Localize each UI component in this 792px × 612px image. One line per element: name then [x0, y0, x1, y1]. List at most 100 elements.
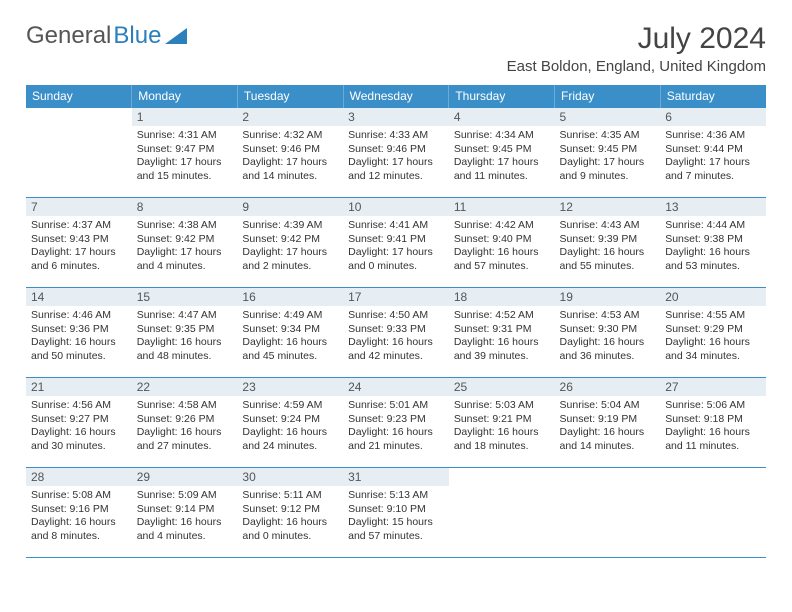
- calendar-day-cell: 13Sunrise: 4:44 AMSunset: 9:38 PMDayligh…: [660, 198, 766, 288]
- day-sunset: Sunset: 9:21 PM: [454, 413, 550, 427]
- day-details: Sunrise: 5:11 AMSunset: 9:12 PMDaylight:…: [242, 489, 338, 544]
- calendar-day-cell: 18Sunrise: 4:52 AMSunset: 9:31 PMDayligh…: [449, 288, 555, 378]
- day-number: 9: [237, 198, 343, 216]
- day-daylight: Daylight: 17 hours and 4 minutes.: [137, 246, 233, 273]
- day-sunset: Sunset: 9:42 PM: [137, 233, 233, 247]
- calendar-day-cell: [660, 468, 766, 558]
- day-details: Sunrise: 4:41 AMSunset: 9:41 PMDaylight:…: [348, 219, 444, 274]
- calendar-day-cell: 6Sunrise: 4:36 AMSunset: 9:44 PMDaylight…: [660, 108, 766, 198]
- day-daylight: Daylight: 16 hours and 50 minutes.: [31, 336, 127, 363]
- calendar-day-cell: 29 Sunrise: 5:09 AMSunset: 9:14 PMDayligh…: [132, 468, 238, 558]
- calendar-week-row: 7Sunrise: 4:37 AMSunset: 9:43 PMDaylight…: [26, 198, 766, 288]
- day-sunrise: Sunrise: 4:41 AM: [348, 219, 444, 233]
- day-number: 29: [132, 468, 238, 486]
- day-sunset: Sunset: 9:45 PM: [560, 143, 656, 157]
- day-sunset: Sunset: 9:44 PM: [665, 143, 761, 157]
- day-daylight: Daylight: 17 hours and 7 minutes.: [665, 156, 761, 183]
- calendar-day-cell: 10Sunrise: 4:41 AMSunset: 9:41 PMDayligh…: [343, 198, 449, 288]
- day-sunrise: Sunrise: 4:52 AM: [454, 309, 550, 323]
- day-sunset: Sunset: 9:31 PM: [454, 323, 550, 337]
- calendar-day-cell: [26, 108, 132, 198]
- day-sunset: Sunset: 9:36 PM: [31, 323, 127, 337]
- calendar-day-cell: 19 Sunrise: 4:53 AMSunset: 9:30 PMDayligh…: [555, 288, 661, 378]
- day-daylight: Daylight: 16 hours and 18 minutes.: [454, 426, 550, 453]
- calendar-table: SundayMondayTuesdayWednesdayThursdayFrid…: [26, 85, 766, 558]
- day-number: 31: [343, 468, 449, 486]
- day-details: Sunrise: 4:53 AMSunset: 9:30 PMDaylight:…: [560, 309, 656, 364]
- day-sunrise: Sunrise: 4:50 AM: [348, 309, 444, 323]
- day-sunrise: Sunrise: 4:37 AM: [31, 219, 127, 233]
- day-sunset: Sunset: 9:14 PM: [137, 503, 233, 517]
- calendar-day-cell: 21Sunrise: 4:56 AMSunset: 9:27 PMDayligh…: [26, 378, 132, 468]
- day-sunset: Sunset: 9:33 PM: [348, 323, 444, 337]
- day-number: 5: [555, 108, 661, 126]
- calendar-body: 1Sunrise: 4:31 AMSunset: 9:47 PMDaylight…: [26, 108, 766, 558]
- day-daylight: Daylight: 16 hours and 55 minutes.: [560, 246, 656, 273]
- day-details: Sunrise: 4:55 AMSunset: 9:29 PMDaylight:…: [665, 309, 761, 364]
- day-daylight: Daylight: 16 hours and 21 minutes.: [348, 426, 444, 453]
- month-title: July 2024: [507, 22, 766, 56]
- calendar-day-cell: 27Sunrise: 5:06 AMSunset: 9:18 PMDayligh…: [660, 378, 766, 468]
- day-details: Sunrise: 4:42 AMSunset: 9:40 PMDaylight:…: [454, 219, 550, 274]
- day-daylight: Daylight: 15 hours and 57 minutes.: [348, 516, 444, 543]
- calendar-day-cell: 26Sunrise: 5:04 AMSunset: 9:19 PMDayligh…: [555, 378, 661, 468]
- day-sunset: Sunset: 9:24 PM: [242, 413, 338, 427]
- day-sunset: Sunset: 9:23 PM: [348, 413, 444, 427]
- day-sunset: Sunset: 9:30 PM: [560, 323, 656, 337]
- calendar-day-cell: 15Sunrise: 4:47 AMSunset: 9:35 PMDayligh…: [132, 288, 238, 378]
- day-daylight: Daylight: 17 hours and 14 minutes.: [242, 156, 338, 183]
- calendar-day-cell: 24Sunrise: 5:01 AMSunset: 9:23 PMDayligh…: [343, 378, 449, 468]
- day-sunrise: Sunrise: 4:38 AM: [137, 219, 233, 233]
- day-sunset: Sunset: 9:46 PM: [348, 143, 444, 157]
- day-sunset: Sunset: 9:45 PM: [454, 143, 550, 157]
- day-sunrise: Sunrise: 4:44 AM: [665, 219, 761, 233]
- day-number: 24: [343, 378, 449, 396]
- day-sunrise: Sunrise: 4:47 AM: [137, 309, 233, 323]
- day-number: 25: [449, 378, 555, 396]
- day-daylight: Daylight: 17 hours and 9 minutes.: [560, 156, 656, 183]
- calendar-day-cell: 25Sunrise: 5:03 AMSunset: 9:21 PMDayligh…: [449, 378, 555, 468]
- day-sunset: Sunset: 9:40 PM: [454, 233, 550, 247]
- calendar-week-row: 14Sunrise: 4:46 AMSunset: 9:36 PMDayligh…: [26, 288, 766, 378]
- day-sunset: Sunset: 9:41 PM: [348, 233, 444, 247]
- day-daylight: Daylight: 16 hours and 11 minutes.: [665, 426, 761, 453]
- day-sunset: Sunset: 9:19 PM: [560, 413, 656, 427]
- day-sunset: Sunset: 9:10 PM: [348, 503, 444, 517]
- day-sunrise: Sunrise: 5:08 AM: [31, 489, 127, 503]
- day-details: Sunrise: 4:35 AMSunset: 9:45 PMDaylight:…: [560, 129, 656, 184]
- day-daylight: Daylight: 16 hours and 4 minutes.: [137, 516, 233, 543]
- day-details: Sunrise: 5:09 AMSunset: 9:14 PMDaylight:…: [137, 489, 233, 544]
- day-daylight: Daylight: 17 hours and 15 minutes.: [137, 156, 233, 183]
- calendar-day-cell: 11Sunrise: 4:42 AMSunset: 9:40 PMDayligh…: [449, 198, 555, 288]
- day-number: 19: [555, 288, 661, 306]
- day-daylight: Daylight: 16 hours and 39 minutes.: [454, 336, 550, 363]
- day-number: 26: [555, 378, 661, 396]
- calendar-day-cell: 2Sunrise: 4:32 AMSunset: 9:46 PMDaylight…: [237, 108, 343, 198]
- day-details: Sunrise: 4:34 AMSunset: 9:45 PMDaylight:…: [454, 129, 550, 184]
- day-details: Sunrise: 5:13 AMSunset: 9:10 PMDaylight:…: [348, 489, 444, 544]
- day-daylight: Daylight: 16 hours and 8 minutes.: [31, 516, 127, 543]
- day-sunrise: Sunrise: 4:46 AM: [31, 309, 127, 323]
- day-sunset: Sunset: 9:12 PM: [242, 503, 338, 517]
- logo-triangle-icon: [165, 28, 187, 44]
- calendar-week-row: 1Sunrise: 4:31 AMSunset: 9:47 PMDaylight…: [26, 108, 766, 198]
- day-number: 28: [26, 468, 132, 486]
- day-details: Sunrise: 4:49 AMSunset: 9:34 PMDaylight:…: [242, 309, 338, 364]
- day-number: 17: [343, 288, 449, 306]
- day-sunset: Sunset: 9:38 PM: [665, 233, 761, 247]
- day-number: 1: [132, 108, 238, 126]
- day-number: 8: [132, 198, 238, 216]
- day-number: 20: [660, 288, 766, 306]
- day-daylight: Daylight: 16 hours and 0 minutes.: [242, 516, 338, 543]
- day-sunrise: Sunrise: 5:06 AM: [665, 399, 761, 413]
- calendar-day-cell: 1Sunrise: 4:31 AMSunset: 9:47 PMDaylight…: [132, 108, 238, 198]
- day-sunrise: Sunrise: 4:33 AM: [348, 129, 444, 143]
- day-sunset: Sunset: 9:35 PM: [137, 323, 233, 337]
- day-daylight: Daylight: 16 hours and 30 minutes.: [31, 426, 127, 453]
- logo-text-blue: Blue: [113, 22, 161, 50]
- calendar-day-cell: 28Sunrise: 5:08 AMSunset: 9:16 PMDayligh…: [26, 468, 132, 558]
- day-daylight: Daylight: 16 hours and 57 minutes.: [454, 246, 550, 273]
- day-details: Sunrise: 4:36 AMSunset: 9:44 PMDaylight:…: [665, 129, 761, 184]
- calendar-day-cell: 20 Sunrise: 4:55 AMSunset: 9:29 PMDayligh…: [660, 288, 766, 378]
- day-sunset: Sunset: 9:18 PM: [665, 413, 761, 427]
